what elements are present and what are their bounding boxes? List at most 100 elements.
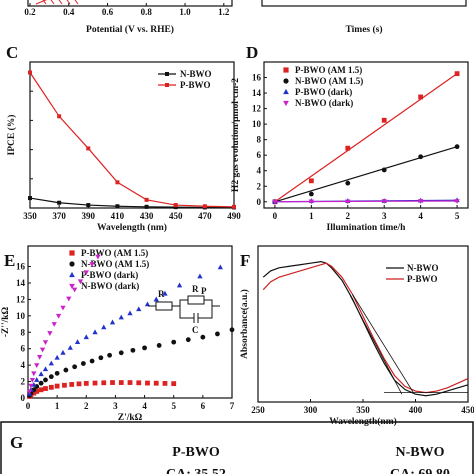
panel-e-point: [229, 327, 235, 333]
panel-e-point: [185, 337, 191, 343]
panel-e-legend-marker: [69, 271, 75, 278]
panel-e-point: [156, 343, 162, 348]
panel-e-point: [89, 262, 95, 267]
panel-e-xtick-label: 5: [171, 401, 176, 411]
panel-d-point: [345, 180, 351, 186]
panel-e-ytick-label: 10: [16, 311, 26, 321]
panel-e-point: [127, 380, 133, 385]
panel-e-point: [37, 354, 43, 360]
panel-e-point: [101, 380, 107, 386]
panel-d-legend-marker: [283, 100, 289, 107]
panel-f-legend-label: P-BWO: [407, 274, 438, 284]
panel-e-point: [26, 389, 33, 395]
panel-e-point: [92, 329, 98, 335]
panel-e-point: [101, 324, 107, 330]
panel-e-point: [83, 380, 89, 386]
panel-e-point: [48, 384, 54, 390]
panel-f-tangent-nbwo: [350, 295, 403, 395]
panel-f-ylabel: Absorbance(a.u.): [239, 289, 250, 359]
panel-f-xtick-label: 350: [356, 405, 370, 415]
panel-label-c: C: [6, 43, 18, 62]
panel-c-xtick-label: 390: [82, 211, 96, 221]
panel-e-circuit-label-rp-sub: P: [201, 286, 207, 296]
panel-c-line-N-BWO: [29, 197, 234, 209]
panel-e-circuit-rp: [187, 295, 205, 305]
panel-d-xlabel: Illumination time/h: [327, 223, 407, 233]
panel-e-point: [60, 349, 66, 355]
panel-e-point: [217, 264, 223, 270]
panel-c-xtick-label: 430: [140, 211, 154, 221]
panel-d-legend-marker: [283, 78, 289, 84]
panel-e-legend-label: N-BWO (AM 1.5): [81, 259, 149, 269]
panel-e-point: [171, 381, 177, 387]
panel-e-point: [136, 380, 142, 386]
panel-e-xtick-label: 2: [84, 401, 89, 411]
panel-e-point: [38, 380, 44, 386]
panel-e-point: [54, 354, 60, 360]
panel-e-point: [34, 363, 40, 369]
panel-e-xlabel: Z'/kΩ: [118, 413, 143, 423]
panel-e-xtick-label: 6: [201, 401, 206, 411]
panel-g-frame: [0, 421, 474, 474]
panel-e-circuit-wires: [148, 299, 220, 323]
panel-e-legend-label: N-BWO (dark): [81, 281, 139, 291]
panel-e-legend-marker: [69, 250, 75, 256]
panel-g-left-value: CA: 35.52: [166, 467, 226, 474]
panel-d-point: [308, 191, 314, 197]
panel-d-ytick-label: 10: [252, 119, 262, 129]
panel-e-point: [48, 360, 54, 366]
panel-d-point: [308, 178, 314, 184]
panel-e-point: [38, 371, 44, 377]
panel-e-point: [62, 382, 67, 388]
panel-e-point: [136, 306, 142, 312]
panel-e-point: [76, 381, 82, 387]
panel-d-ytick-label: 4: [257, 166, 262, 176]
panel-e-point: [171, 339, 177, 345]
panel-e-legend-marker: [69, 283, 75, 290]
panel-e-circuit: [148, 295, 220, 323]
panel-e-ytick-label: 14: [16, 278, 26, 288]
panel-d-point: [454, 71, 460, 77]
panel-d-legend-marker: [283, 88, 289, 95]
panel-e-xtick-label: 3: [113, 401, 118, 411]
panel-d-fit-line: [274, 146, 458, 203]
top-left-tick-label: 1.2: [218, 7, 230, 17]
panel-e-circuit-label-rp: R: [192, 284, 199, 294]
panel-e-legend-label: P-BWO (dark): [81, 270, 138, 280]
panel-c-point: [202, 204, 207, 209]
panel-e-point: [29, 378, 36, 383]
panel-e-point: [34, 389, 40, 394]
panel-e-point: [54, 383, 60, 389]
panel-e-point: [127, 310, 133, 316]
panel-d-ytick-label: 14: [252, 88, 262, 98]
panel-f-tangent-pbwo: [352, 294, 414, 393]
panel-c-point: [115, 204, 120, 209]
panel-e-point: [145, 380, 150, 386]
top-left-tick-label: 0.2: [24, 7, 36, 17]
panel-label-f: F: [240, 251, 250, 270]
panel-c-xtick-label: 410: [111, 211, 125, 221]
panel-c-point: [86, 203, 91, 208]
panel-e-point: [98, 355, 104, 361]
panel-e-point: [89, 358, 95, 364]
panel-e-point: [69, 382, 75, 387]
panel-d-xtick-label: 2: [346, 211, 351, 221]
panel-label-d: D: [246, 43, 258, 62]
panel-d-point: [418, 154, 424, 160]
panel-e-point: [107, 352, 112, 358]
panel-d-legend-label: N-BWO (dark): [295, 98, 353, 108]
panel-g-left-title: P-BWO: [172, 445, 220, 460]
panel-d-legend-label: N-BWO (AM 1.5): [295, 76, 363, 86]
panel-e-xtick-label: 0: [26, 401, 31, 411]
top-left-curve: [66, 0, 71, 5]
panel-e-point: [83, 270, 89, 276]
panel-e-point: [118, 314, 124, 320]
panel-d-ytick-label: 6: [257, 150, 262, 160]
panel-e-point: [142, 345, 147, 351]
top-left-curve: [58, 0, 63, 5]
panel-e-point: [162, 290, 168, 296]
panel-e-point: [63, 367, 69, 373]
panel-d-point: [381, 117, 387, 123]
panel-d-point: [345, 145, 351, 151]
panel-d-ytick-label: 0: [257, 197, 262, 207]
